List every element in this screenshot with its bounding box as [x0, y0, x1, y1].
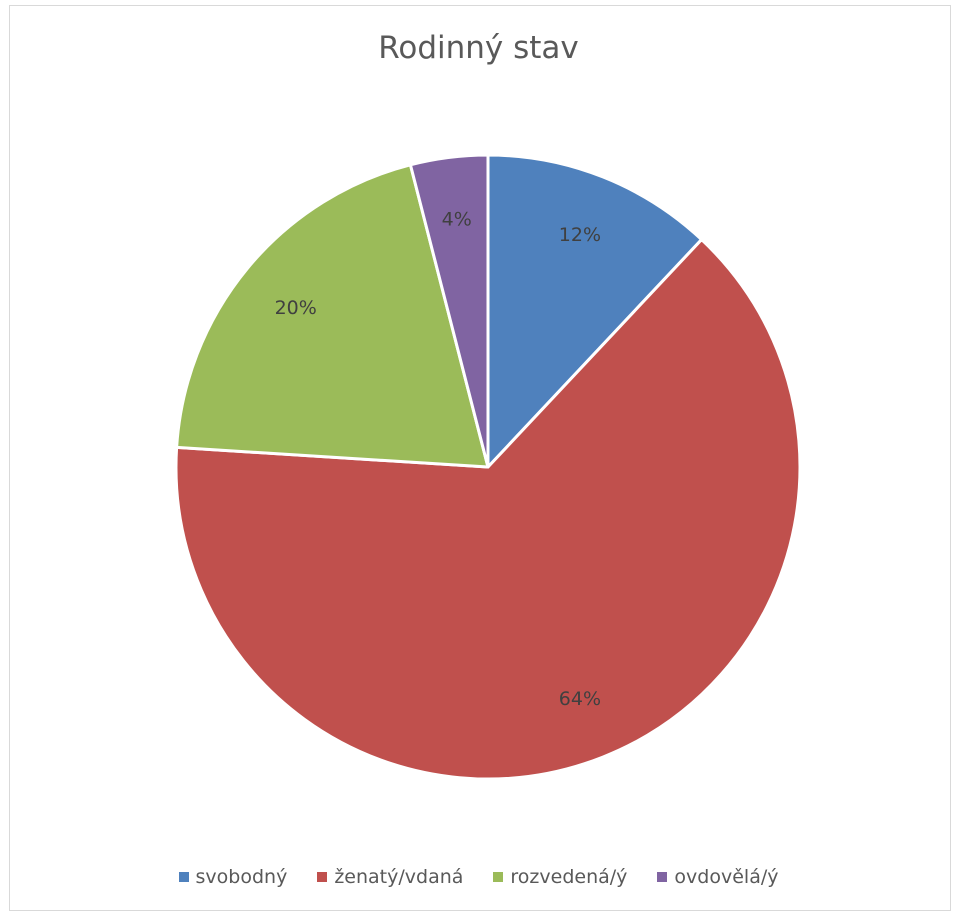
pie-data-label: 4% [442, 208, 472, 230]
pie-data-label: 20% [275, 297, 317, 319]
legend-swatch [657, 872, 668, 882]
legend-label: ovdovělá/ý [674, 866, 779, 888]
pie-slice [486, 153, 704, 469]
pie-slice [408, 153, 490, 469]
chart-title: Rodinný stav [378, 30, 579, 66]
legend-label: svobodný [195, 866, 288, 888]
legend-item: ovdovělá/ý [657, 866, 778, 888]
pie-data-label: 64% [559, 688, 601, 710]
legend-swatch [493, 872, 504, 882]
pie-slice [174, 238, 802, 781]
legend-swatch [178, 872, 189, 882]
legend-item: rozvedená/ý [493, 866, 627, 888]
legend-label: ženatý/vdaná [334, 866, 464, 888]
legend-swatch [317, 872, 328, 882]
pie-slice [175, 163, 490, 469]
legend-item: svobodný [178, 866, 288, 888]
pie-data-label: 12% [559, 224, 601, 246]
legend-label: rozvedená/ý [510, 866, 628, 888]
legend-item: ženatý/vdaná [317, 866, 463, 888]
chart-legend: svobodný ženatý/vdaná rozvedená/ý ovdovělá/… [0, 866, 957, 888]
